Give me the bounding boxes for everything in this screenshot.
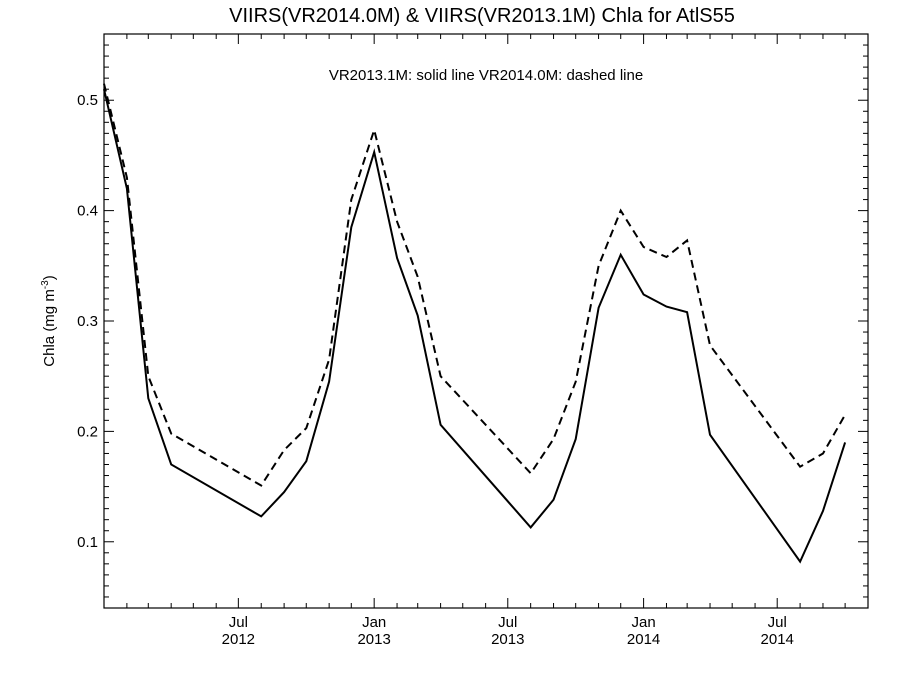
x-tick-label-year: 2014 xyxy=(761,631,794,648)
plot-frame xyxy=(103,33,869,609)
y-axis-label-end: ) xyxy=(41,275,58,280)
chart-title: VIIRS(VR2014.0M) & VIIRS(VR2013.1M) Chla… xyxy=(229,5,735,27)
x-tick-label-month: Jan xyxy=(362,614,386,631)
line-style-annotation: VR2013.1M: solid line VR2014.0M: dashed … xyxy=(329,67,643,84)
x-tick-label-month: Jul xyxy=(768,614,787,631)
x-tick-label-month: Jan xyxy=(632,614,656,631)
y-tick-label: 0.1 xyxy=(77,534,98,551)
x-tick-label-year: 2013 xyxy=(491,631,524,648)
x-tick-label-year: 2014 xyxy=(627,631,660,648)
y-axis-label: Chla (mg m-3) xyxy=(40,275,58,366)
series-layer xyxy=(103,83,847,564)
y-tick-label: 0.3 xyxy=(77,313,98,330)
x-tick-label-month: Jul xyxy=(229,614,248,631)
series-line-vr2013-1m xyxy=(103,88,847,564)
x-tick-label-year: 2013 xyxy=(357,631,390,648)
y-axis-label-sup: -3 xyxy=(40,280,51,289)
x-tick-label-year: 2012 xyxy=(222,631,255,648)
x-tick-label-month: Jul xyxy=(498,614,517,631)
y-tick-label: 0.4 xyxy=(77,203,98,220)
y-axis-label-main: Chla (mg m xyxy=(41,289,58,367)
series-line-vr2014-0m xyxy=(103,83,846,487)
y-tick-label: 0.2 xyxy=(77,423,98,440)
y-tick-label: 0.5 xyxy=(77,92,98,109)
y-axis: 0.1 0.2 0.3 0.4 0.5 xyxy=(77,44,868,598)
